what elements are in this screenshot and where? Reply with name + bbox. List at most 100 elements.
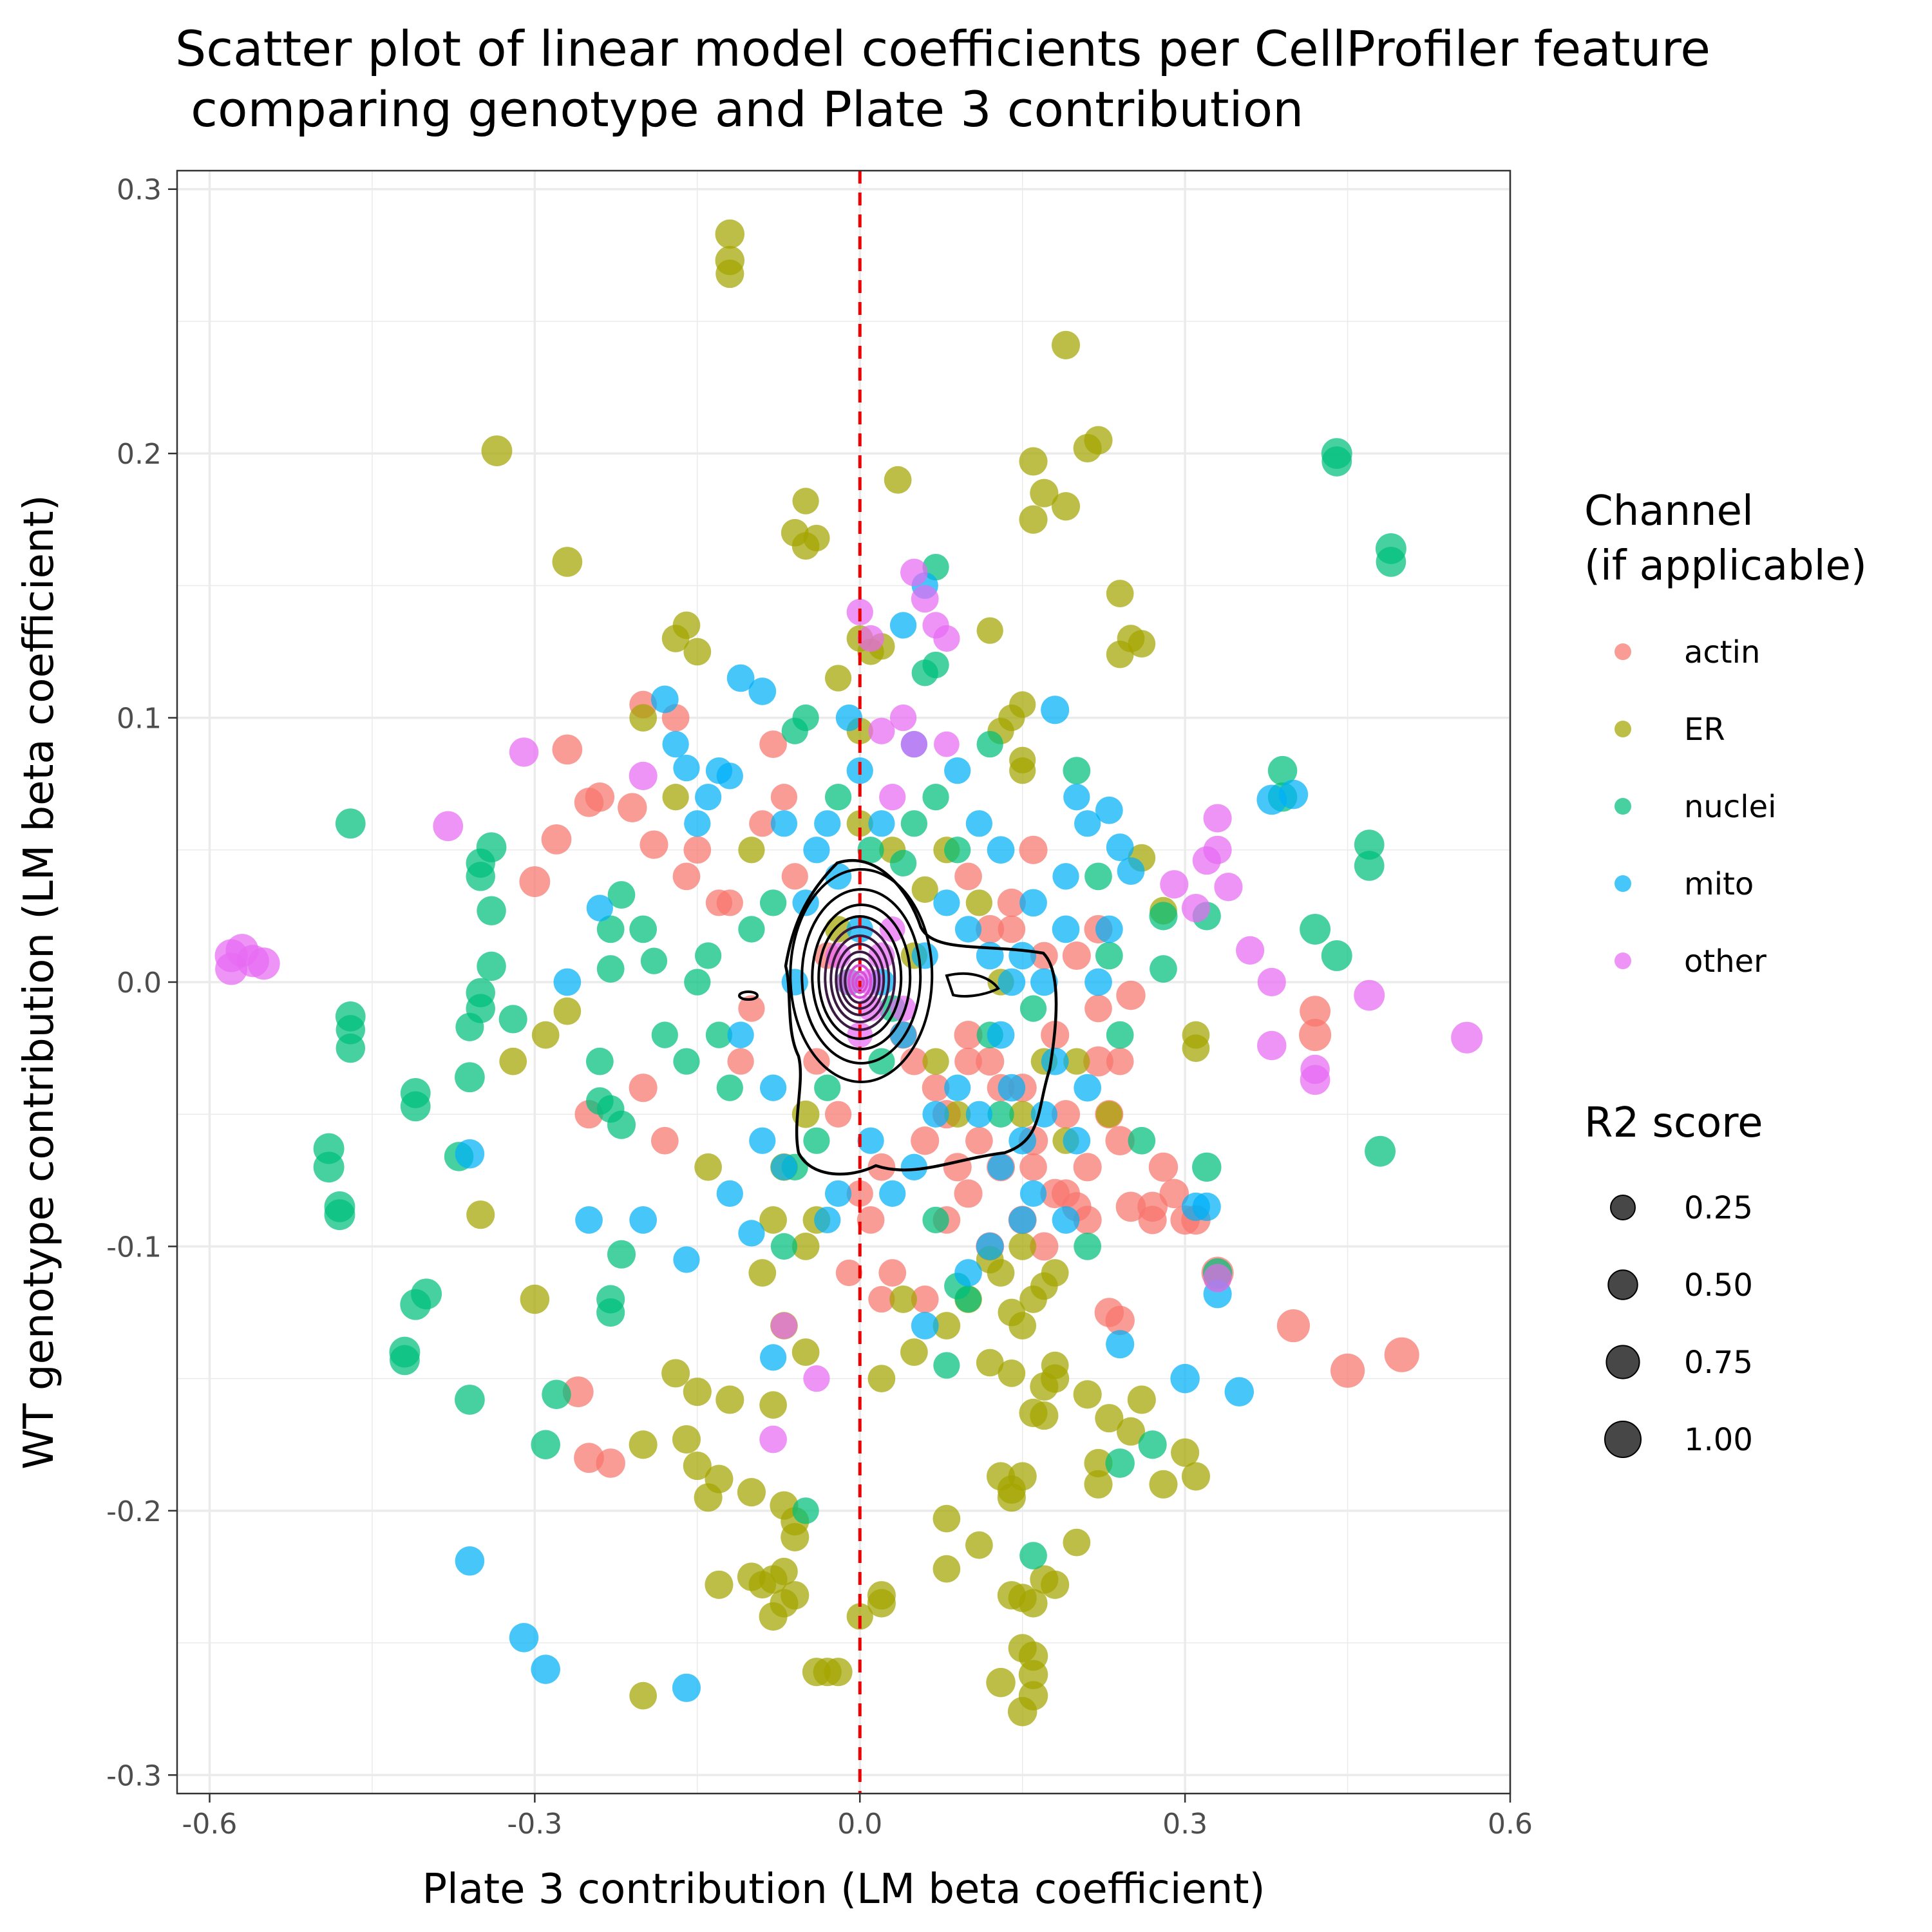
y-axis: -0.3 -0.2 -0.1 0.0 0.1 0.2 0.3 (106, 174, 177, 1792)
data-point-actin (1019, 1153, 1047, 1181)
data-point-nuclei (585, 1047, 614, 1075)
channel-legend-title-line-1: Channel (1584, 488, 1754, 535)
density-contour-small (738, 990, 759, 1001)
data-point-nuclei (954, 1285, 982, 1313)
data-point-actin (585, 782, 615, 812)
data-point-mito (1095, 915, 1123, 943)
data-point-mito (1063, 784, 1090, 811)
data-point-mito (1052, 863, 1079, 890)
data-point-actin (954, 862, 982, 891)
data-point-nuclei (684, 969, 711, 996)
data-point-ER (792, 488, 819, 515)
data-point-ER (846, 810, 873, 837)
data-point-actin (857, 1206, 885, 1234)
data-point-other (247, 947, 280, 980)
data-point-other (900, 730, 928, 758)
data-point-ER (1030, 1401, 1059, 1430)
data-point-mito (954, 1259, 982, 1287)
data-point-nuclei (1019, 995, 1047, 1022)
data-point-nuclei (542, 1379, 571, 1409)
data-point-ER (748, 1259, 777, 1287)
data-point-actin (1106, 1047, 1134, 1075)
data-point-mito (1063, 1126, 1091, 1155)
data-point-mito (835, 704, 863, 732)
data-point-ER (933, 1555, 961, 1583)
data-point-ER (661, 1359, 690, 1388)
y-tick-label: -0.2 (106, 1495, 162, 1528)
data-point-ER (791, 1338, 820, 1366)
data-point-actin (943, 1153, 972, 1182)
data-point-actin (552, 734, 583, 765)
data-point-mito (857, 1127, 884, 1154)
data-point-nuclei (1150, 955, 1177, 983)
data-point-nuclei (824, 784, 852, 811)
data-point-mito (868, 810, 895, 837)
data-point-mito (824, 1180, 852, 1207)
density-contour-ring (835, 943, 886, 1016)
data-point-nuclei (792, 704, 819, 732)
chart-title: Scatter plot of linear model coefficient… (175, 20, 1710, 138)
data-point-mito (509, 1623, 539, 1653)
data-point-ER (884, 466, 912, 494)
data-point-other (1257, 1030, 1287, 1061)
data-point-other (889, 704, 917, 732)
data-point-ER (781, 1581, 810, 1610)
density-contour-ring (817, 915, 903, 1040)
data-point-actin (1159, 1179, 1189, 1209)
data-point-actin (1116, 980, 1146, 1010)
data-point-ER (715, 1385, 744, 1414)
data-point-ER (911, 876, 938, 904)
data-point-nuclei (313, 1151, 345, 1183)
data-point-actin (716, 889, 743, 916)
data-point-mito (987, 1021, 1015, 1049)
data-point-ER (770, 1557, 798, 1586)
data-point-mito (1074, 810, 1101, 837)
y-tick-label: -0.3 (106, 1759, 162, 1792)
data-point-actin (1030, 1232, 1059, 1261)
data-point-other (759, 1425, 787, 1454)
data-point-ER (1116, 1417, 1146, 1446)
data-point-ER (738, 837, 765, 864)
data-point-ER (705, 1570, 734, 1599)
data-point-ER (770, 1491, 799, 1520)
data-point-ER (965, 1531, 993, 1559)
channel-legend: Channel (if applicable) actin ER nuclei mit… (1584, 488, 1867, 980)
data-point-ER (803, 524, 830, 552)
size-legend-key (1604, 1421, 1642, 1458)
data-point-mito (987, 1153, 1014, 1180)
data-point-ER (976, 1349, 1004, 1377)
data-point-actin (639, 830, 668, 859)
data-point-mito (1009, 942, 1037, 970)
data-point-mito (922, 1101, 949, 1128)
data-point-nuclei (922, 651, 949, 679)
data-point-ER (748, 1571, 777, 1599)
data-point-actin (954, 1047, 982, 1075)
data-point-nuclei (857, 837, 884, 864)
data-point-actin (1083, 1046, 1113, 1077)
data-point-nuclei (814, 1074, 841, 1101)
data-point-ER (1073, 433, 1102, 463)
data-point-mito (455, 1139, 485, 1169)
data-point-actin (781, 863, 808, 890)
data-point-actin (738, 995, 765, 1022)
data-point-ER (694, 1153, 723, 1181)
data-point-actin (1051, 1179, 1081, 1208)
data-point-mito (1224, 1377, 1254, 1406)
data-point-other (1181, 894, 1211, 923)
data-point-ER (824, 665, 852, 692)
data-point-actin (1330, 1353, 1365, 1388)
data-point-ER (867, 1581, 896, 1610)
data-point-ER (1171, 1438, 1200, 1467)
data-point-mito (1019, 889, 1047, 917)
data-point-nuclei (477, 896, 506, 925)
data-point-other (509, 737, 539, 767)
data-point-nuclei (476, 832, 507, 863)
data-point-ER (933, 1504, 961, 1533)
data-point-ER (683, 1452, 712, 1481)
size-legend-key (1607, 1269, 1638, 1300)
data-point-mito (965, 810, 993, 837)
data-point-ER (1149, 1470, 1178, 1499)
data-point-actin (683, 836, 712, 864)
data-point-nuclei (770, 1233, 798, 1260)
